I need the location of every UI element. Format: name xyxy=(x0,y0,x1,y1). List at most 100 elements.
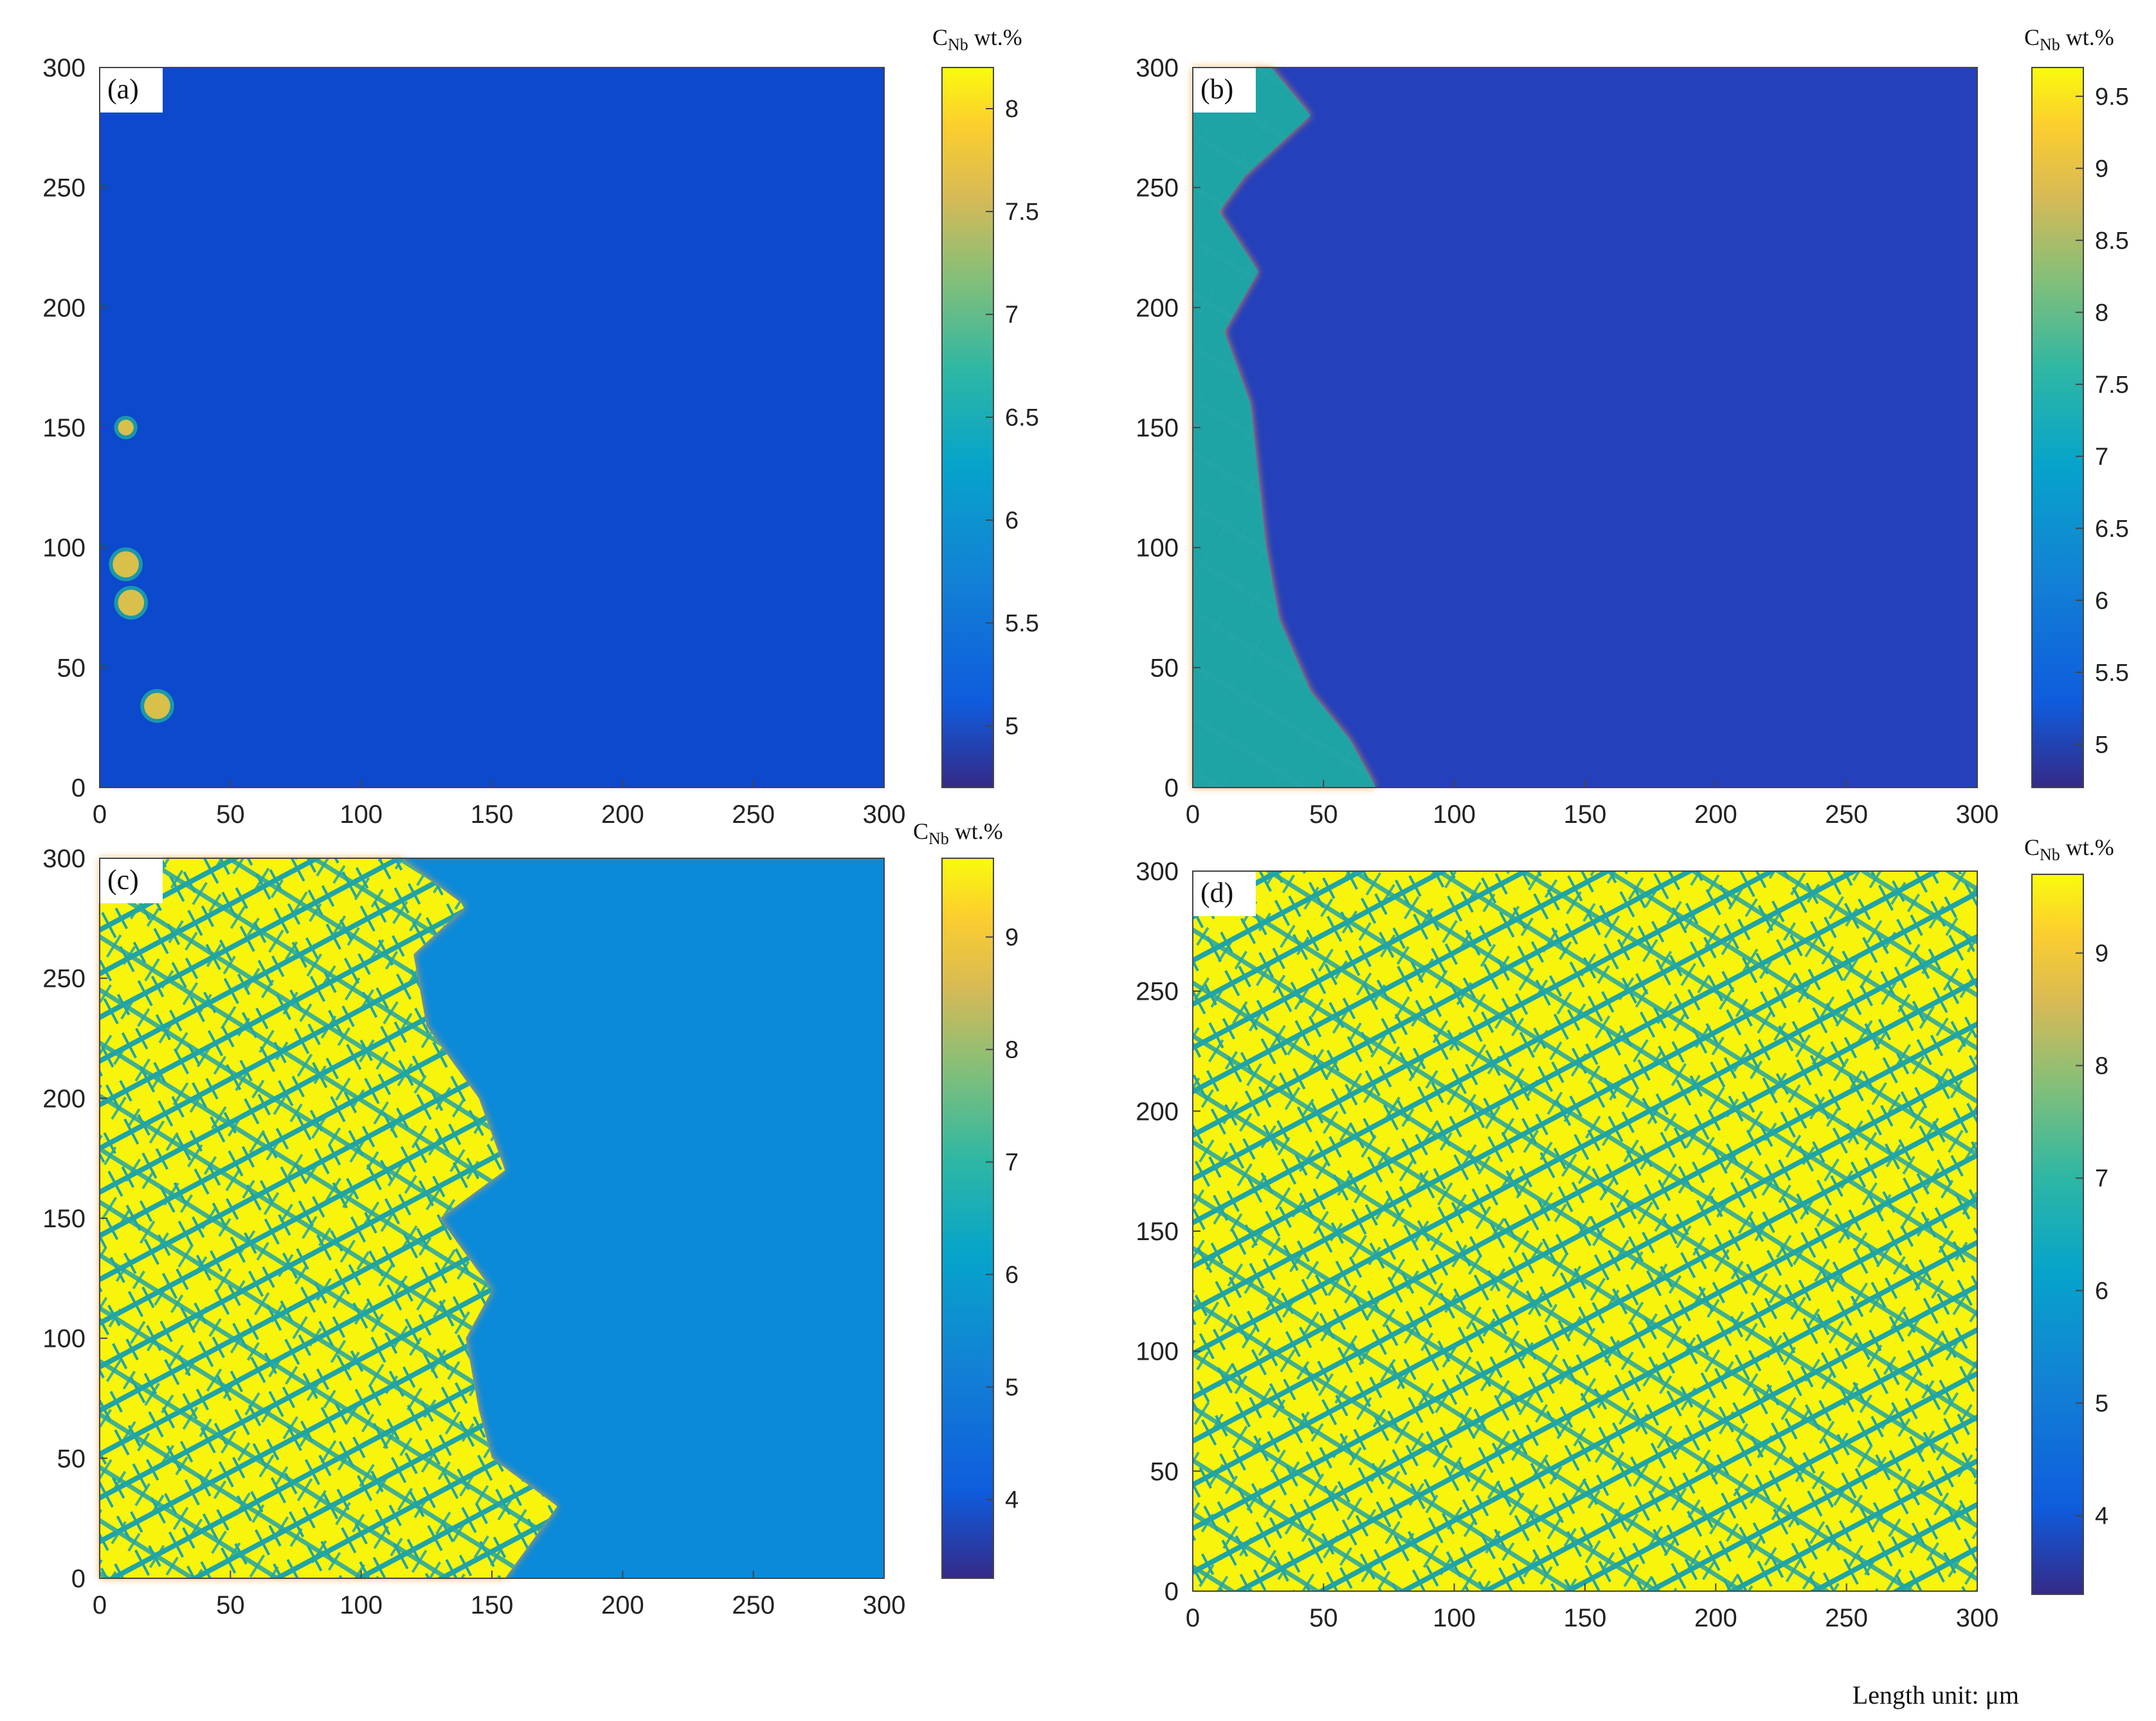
y-tick-label: 50 xyxy=(1150,1457,1179,1486)
colorbar-tick-label: 7 xyxy=(2095,444,2108,471)
colorbar xyxy=(941,858,994,1579)
x-tick-label: 100 xyxy=(340,800,383,829)
dendrite-field-overlay xyxy=(1193,871,1977,1591)
x-tick-label: 200 xyxy=(1694,800,1737,829)
heatmap-background xyxy=(100,68,884,788)
y-tick-label: 50 xyxy=(1150,654,1179,682)
y-tick-label: 0 xyxy=(71,1565,86,1593)
colorbar-title: CNb wt.% xyxy=(913,818,1003,848)
length-unit-note: Length unit: μm xyxy=(1853,1680,2019,1709)
length-unit-text: Length unit: μm xyxy=(1853,1680,2019,1709)
x-tick-label: 250 xyxy=(1825,1604,1868,1632)
x-tick-label: 250 xyxy=(732,800,775,829)
colorbar-title: CNb wt.% xyxy=(932,24,1022,54)
label-box xyxy=(1191,66,1256,113)
y-tick-label: 0 xyxy=(71,774,86,802)
x-tick-label: 50 xyxy=(216,800,245,829)
dendrite-field-overlay xyxy=(100,858,557,1578)
colorbar-tick-label: 4 xyxy=(1005,1487,1019,1514)
colorbar-tick-label: 9 xyxy=(2095,941,2108,968)
colorbar-title: CNb wt.% xyxy=(2024,834,2114,864)
colorbar-tick-label: 8 xyxy=(2095,1053,2108,1080)
colorbar-tick-label: 5 xyxy=(1005,713,1019,740)
colorbar-tick-label: 9 xyxy=(1005,924,1019,951)
label-box xyxy=(98,66,163,113)
x-tick-label: 250 xyxy=(1825,800,1868,829)
nucleus-core xyxy=(118,590,145,616)
nucleus-core xyxy=(118,419,134,436)
x-tick-label: 50 xyxy=(1309,1604,1338,1632)
y-tick-label: 150 xyxy=(42,414,86,442)
x-tick-label: 150 xyxy=(471,1591,514,1619)
y-tick-label: 0 xyxy=(1164,1578,1179,1606)
colorbar-tick-label: 7.5 xyxy=(2095,372,2129,399)
y-tick-label: 200 xyxy=(1136,294,1179,322)
x-tick-label: 150 xyxy=(1564,1604,1607,1632)
label-box xyxy=(1191,870,1256,916)
x-tick-label: 0 xyxy=(1186,800,1200,829)
colorbar-tick-label: 7.5 xyxy=(1005,199,1039,226)
x-tick-label: 0 xyxy=(93,800,107,829)
y-tick-label: 300 xyxy=(42,54,86,82)
y-tick-label: 250 xyxy=(42,965,86,993)
colorbar-tick-label: 8 xyxy=(2095,300,2108,327)
colorbar-tick-label: 9 xyxy=(2095,156,2108,183)
y-tick-label: 200 xyxy=(42,294,86,322)
panel-label: (c) xyxy=(107,864,139,896)
panel-label: (b) xyxy=(1200,73,1233,105)
panel-label: (d) xyxy=(1200,877,1233,908)
x-tick-label: 200 xyxy=(601,1591,644,1619)
colorbar-tick-label: 5 xyxy=(1005,1374,1019,1401)
colorbar-tick-label: 6 xyxy=(1005,1262,1019,1289)
y-tick-label: 150 xyxy=(1136,414,1179,442)
x-tick-label: 300 xyxy=(1956,800,1999,829)
y-tick-label: 200 xyxy=(1136,1097,1179,1126)
colorbar xyxy=(2031,874,2084,1595)
label-box xyxy=(98,857,163,903)
y-tick-label: 300 xyxy=(42,845,86,873)
colorbar-tick-label: 5.5 xyxy=(2095,660,2129,687)
colorbar-tick-label: 9.5 xyxy=(2095,84,2129,111)
x-tick-label: 100 xyxy=(340,1591,383,1619)
x-tick-label: 150 xyxy=(1564,800,1607,829)
x-tick-label: 0 xyxy=(93,1591,107,1619)
x-tick-label: 100 xyxy=(1433,1604,1476,1632)
colorbar-tick-label: 8.5 xyxy=(2095,228,2129,255)
colorbar-tick-label: 6 xyxy=(2095,1278,2108,1305)
y-tick-label: 50 xyxy=(57,1445,86,1473)
y-tick-label: 300 xyxy=(1136,858,1179,886)
colorbar-tick-label: 7 xyxy=(1005,1149,1019,1176)
x-tick-label: 50 xyxy=(1309,800,1338,829)
y-tick-label: 50 xyxy=(57,654,86,682)
colorbar-tick-label: 7 xyxy=(2095,1166,2108,1193)
x-tick-label: 200 xyxy=(601,800,644,829)
y-tick-label: 100 xyxy=(1136,534,1179,563)
x-tick-label: 250 xyxy=(732,1591,775,1619)
dendrite-arms xyxy=(1193,68,1376,788)
y-tick-label: 250 xyxy=(1136,174,1179,203)
nucleus-core xyxy=(113,551,140,578)
colorbar-tick-label: 6 xyxy=(2095,588,2108,615)
colorbar-tick-label: 7 xyxy=(1005,302,1019,329)
y-tick-label: 250 xyxy=(1136,978,1179,1006)
colorbar-tick-label: 5 xyxy=(2095,1391,2108,1418)
panel-d: (d) 0 50 100 150 200 250 300 0 50 100 150 200 250 300 4… xyxy=(1136,834,2114,1632)
colorbar-tick-label: 6.5 xyxy=(2095,516,2129,543)
y-tick-label: 150 xyxy=(1136,1218,1179,1246)
panel-b: (b) 0 50 100 150 200 250 300 0 50 100 150 200 250 300 5… xyxy=(1136,24,2129,829)
colorbar-tick-label: 5.5 xyxy=(1005,610,1039,637)
panel-c: (c) 0 50 100 150 200 250 300 0 50 100 150 200 250 300 4… xyxy=(42,818,1019,1619)
x-tick-label: 0 xyxy=(1186,1604,1200,1632)
x-tick-label: 50 xyxy=(216,1591,245,1619)
y-tick-label: 300 xyxy=(1136,54,1179,82)
x-tick-label: 300 xyxy=(863,1591,906,1619)
y-tick-label: 150 xyxy=(42,1205,86,1233)
colorbar-title: CNb wt.% xyxy=(2024,24,2114,54)
x-tick-label: 150 xyxy=(471,800,514,829)
colorbar-tick-label: 8 xyxy=(1005,1037,1019,1064)
y-tick-label: 0 xyxy=(1164,774,1179,802)
colorbar-tick-label: 6.5 xyxy=(1005,404,1039,431)
y-tick-label: 100 xyxy=(42,1325,86,1353)
y-tick-label: 100 xyxy=(1136,1338,1179,1366)
